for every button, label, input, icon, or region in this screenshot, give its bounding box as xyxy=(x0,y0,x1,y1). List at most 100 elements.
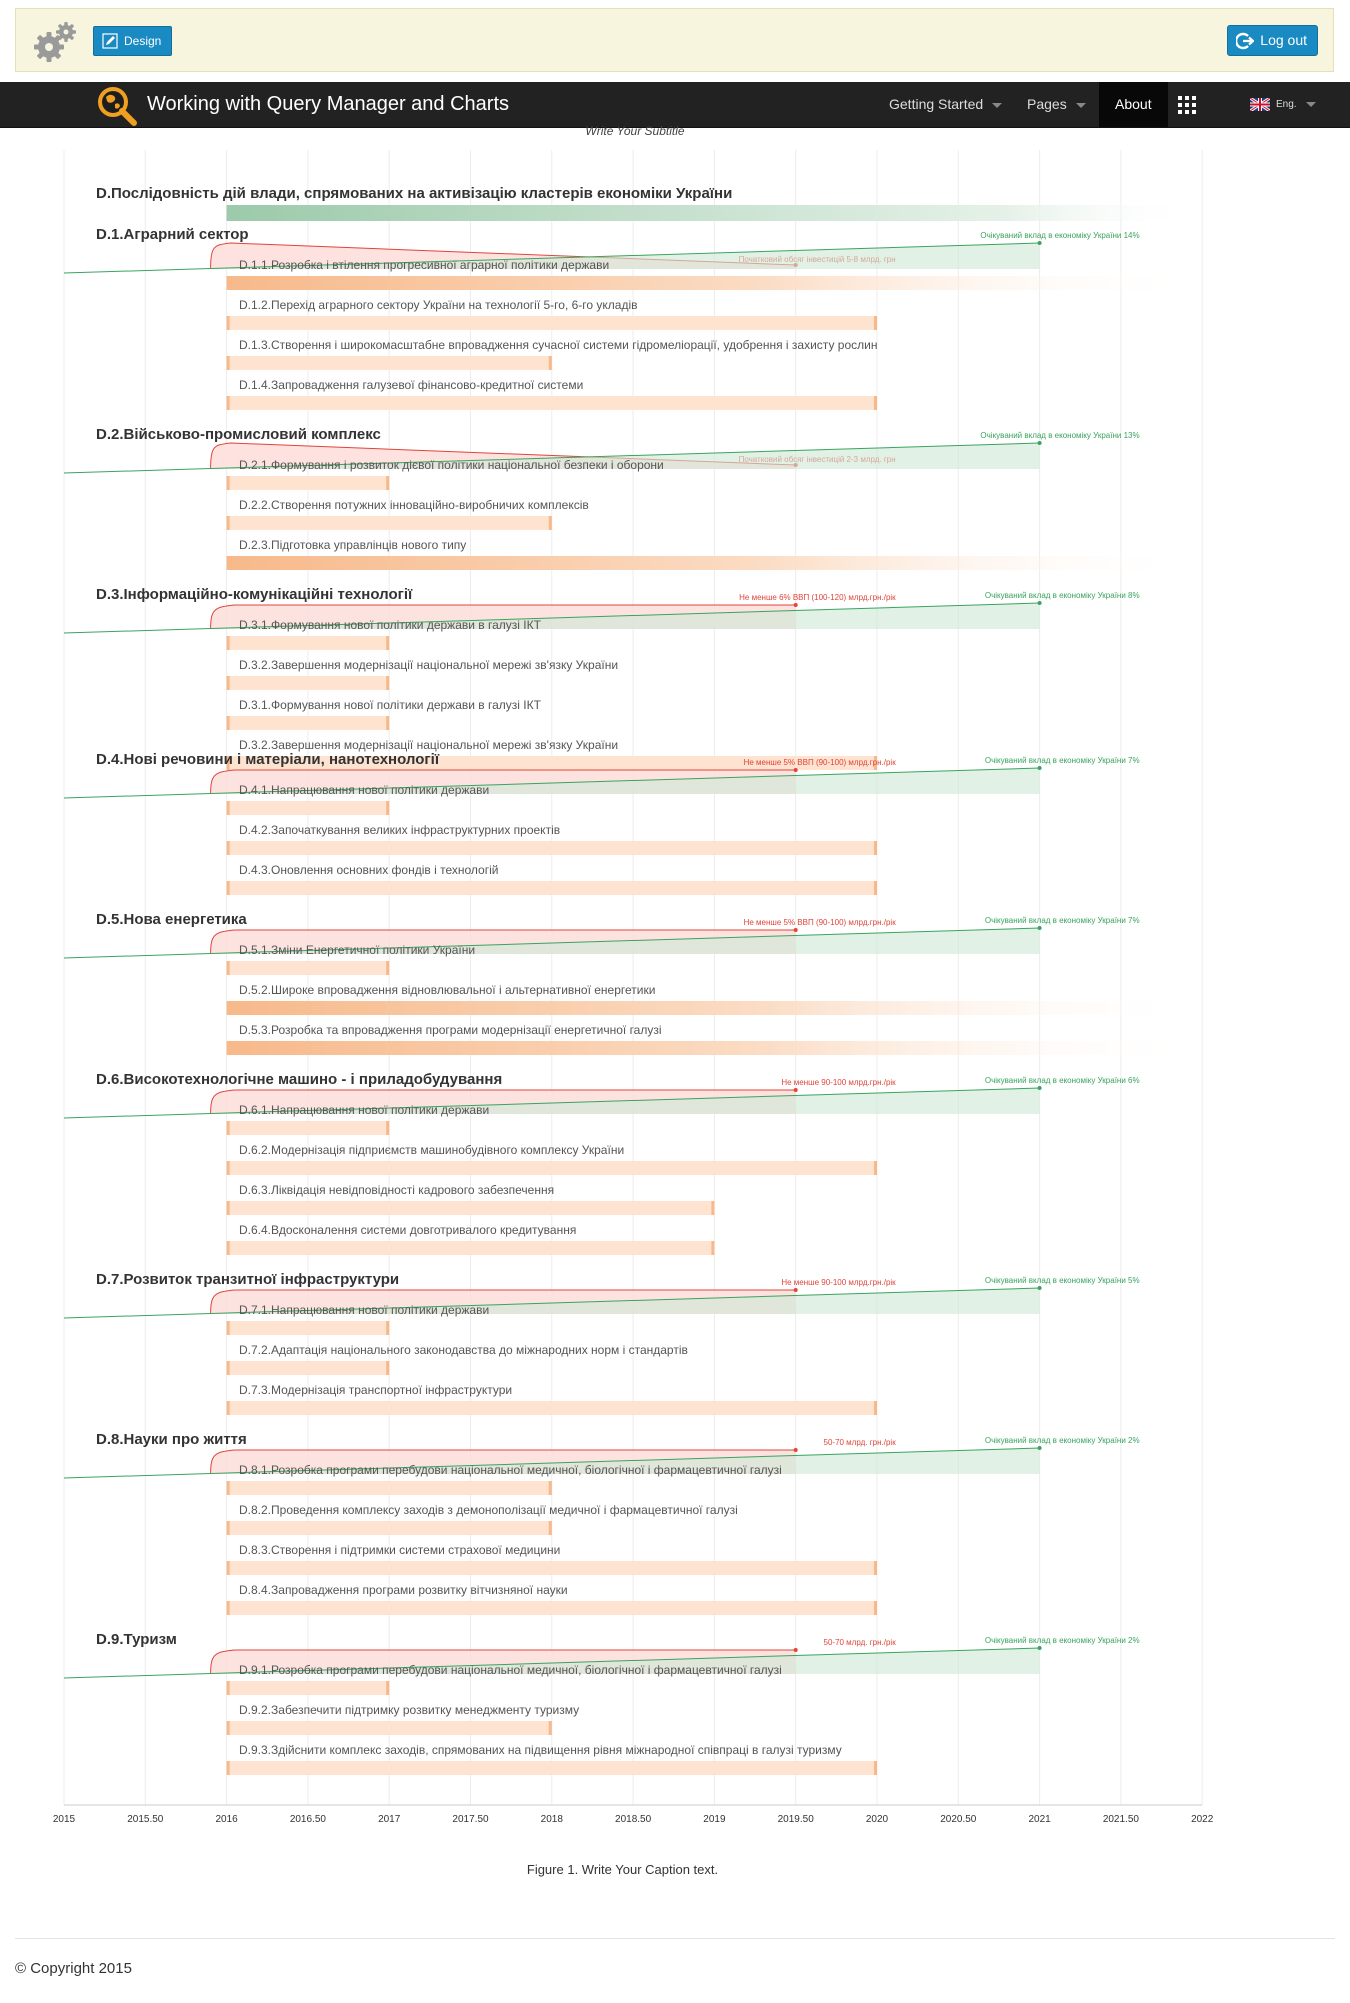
task-label: D.7.3.Модернізація транспортної інфрастр… xyxy=(239,1383,512,1397)
task-bar xyxy=(226,1481,552,1495)
task-bar xyxy=(226,1241,715,1255)
investment-label: 50-70 млрд. грн./рік xyxy=(824,1638,897,1647)
section-title: D.7.Розвиток транзитної інфраструктури xyxy=(96,1271,399,1288)
app-title[interactable]: Working with Query Manager and Charts xyxy=(147,93,510,115)
task-bar xyxy=(226,1041,1203,1055)
language-selector[interactable]: Eng. xyxy=(1249,82,1316,127)
task-label: D.4.2.Започаткування великих інфраструкт… xyxy=(239,823,560,837)
task-label: D.9.2.Забезпечити підтримку розвитку мен… xyxy=(239,1703,579,1717)
x-tick-label: 2018 xyxy=(541,1814,564,1825)
task-bar-end xyxy=(874,1561,877,1575)
effect-line xyxy=(63,1447,1040,1479)
task-label: D.5.1.Зміни Енергетичної політики Україн… xyxy=(239,943,475,957)
task-bar-end xyxy=(386,676,390,690)
effect-label: Очікуваний вклад в економіку України 7% xyxy=(985,916,1140,925)
task-bar xyxy=(226,1601,878,1615)
x-tick-label: 2019 xyxy=(703,1814,726,1825)
task-label: D.3.2.Завершення модернізації національн… xyxy=(239,738,618,752)
task-label: D.1.2.Перехід аграрного сектору України … xyxy=(239,298,638,312)
investment-line xyxy=(210,929,796,955)
apps-grid-icon[interactable] xyxy=(1178,96,1196,114)
task-label: D.1.1.Розробка і втілення прогресивної а… xyxy=(239,258,609,272)
task-bar-end xyxy=(874,1761,877,1775)
task-bar-start xyxy=(226,1601,230,1615)
task-bar xyxy=(226,316,878,330)
chart-subtitle[interactable]: Write Your Subtitle xyxy=(585,124,685,138)
uk-flag-icon xyxy=(1249,96,1271,113)
task-bar xyxy=(226,1561,878,1575)
effect-label: Очікуваний вклад в економіку України 7% xyxy=(985,756,1140,765)
settings-gears-icon[interactable] xyxy=(32,19,80,63)
gantt-chart: 2015 2015.50 2016 2016.50 2017 2017.50 2018 201… xyxy=(53,150,1214,1825)
effect-label: Очікуваний вклад в економіку України 13% xyxy=(980,431,1139,440)
task-bar-end xyxy=(548,356,552,370)
task-bar-start xyxy=(226,961,230,975)
task-bar-start xyxy=(226,801,230,815)
effect-marker xyxy=(1037,766,1042,770)
x-tick-label: 2022 xyxy=(1191,1814,1214,1825)
search-globe-logo-icon[interactable] xyxy=(94,85,140,127)
top-toolbar: Design Log out xyxy=(15,8,1334,72)
task-bar xyxy=(226,1401,878,1415)
task-bar-end xyxy=(386,1361,390,1375)
task-bar xyxy=(226,756,878,770)
investment-label: Не менше 5% ВВП (90-100) млрд.грн./рік xyxy=(744,758,897,767)
task-bar-end xyxy=(874,316,877,330)
task-bar xyxy=(226,636,390,650)
task-bar-end xyxy=(874,841,877,855)
investment-label: Не менше 6% ВВП (100-120) млрд.грн./рік xyxy=(739,593,896,602)
task-bar-end xyxy=(386,1121,390,1135)
task-label: D.3.2.Завершення модернізації національн… xyxy=(239,658,618,672)
investment-marker xyxy=(793,768,798,772)
investment-line xyxy=(210,442,796,470)
task-label: D.2.3.Підготовка управлінців нового типу xyxy=(239,538,466,552)
nav-pages-label: Pages xyxy=(1027,96,1067,112)
effect-label: Очікуваний вклад в економіку України 2% xyxy=(985,1436,1140,1445)
task-bar-end xyxy=(874,756,877,770)
investment-marker xyxy=(793,928,798,932)
investment-marker xyxy=(793,1448,798,1452)
nav-pages[interactable]: Pages xyxy=(1027,82,1086,127)
nav-about[interactable]: About xyxy=(1099,82,1168,127)
task-bar xyxy=(226,1321,390,1335)
investment-marker xyxy=(793,1088,798,1092)
task-bar-start xyxy=(226,1201,230,1215)
figure-caption[interactable]: Figure 1. Write Your Caption text. xyxy=(526,1862,719,1877)
task-label: D.8.2.Проведення комплексу заходів з дем… xyxy=(239,1503,738,1517)
task-bar xyxy=(226,476,390,490)
task-label: D.6.4.Вдосконалення системи довготривало… xyxy=(239,1223,576,1237)
logout-button[interactable]: Log out xyxy=(1227,25,1318,56)
footer-divider xyxy=(15,1938,1335,1939)
task-bar-end xyxy=(874,1401,877,1415)
section-title: D.6.Високотехнологічне машино - і прилад… xyxy=(96,1071,502,1088)
task-bar-start xyxy=(226,756,230,770)
effect-label: Очікуваний вклад в економіку України 5% xyxy=(985,1276,1140,1285)
task-bar-start xyxy=(226,1561,230,1575)
task-bar-start xyxy=(226,396,230,410)
logout-icon xyxy=(1236,32,1255,49)
task-bar xyxy=(226,961,390,975)
task-bar xyxy=(226,556,1203,570)
effect-line xyxy=(63,1287,1040,1319)
x-tick-label: 2021.50 xyxy=(1103,1814,1140,1825)
chart-title: D.Послідовність дій влади, спрямованих н… xyxy=(96,185,732,202)
x-tick-label: 2016.50 xyxy=(290,1814,327,1825)
task-bar xyxy=(226,1121,390,1135)
investment-line xyxy=(210,604,796,630)
task-bar-start xyxy=(226,716,230,730)
task-label: D.2.2.Створення потужних інноваційно-вир… xyxy=(239,498,589,512)
design-button-label: Design xyxy=(124,34,162,48)
investment-label: Не менше 5% ВВП (90-100) млрд.грн./рік xyxy=(744,918,897,927)
task-bar xyxy=(226,1201,715,1215)
chevron-down-icon xyxy=(1305,101,1316,107)
title-bar xyxy=(226,205,1203,221)
language-label: Eng. xyxy=(1276,99,1297,110)
nav-getting-started[interactable]: Getting Started xyxy=(889,82,1003,127)
task-bar-start xyxy=(226,1401,230,1415)
task-bar-start xyxy=(226,1361,230,1375)
task-bar-start xyxy=(226,1161,230,1175)
main-navbar: Working with Query Manager and Charts Ge… xyxy=(0,82,1350,128)
task-label: D.8.1.Розробка програми перебудови націо… xyxy=(239,1463,782,1477)
design-button[interactable]: Design xyxy=(93,26,173,56)
task-bar-start xyxy=(226,356,230,370)
